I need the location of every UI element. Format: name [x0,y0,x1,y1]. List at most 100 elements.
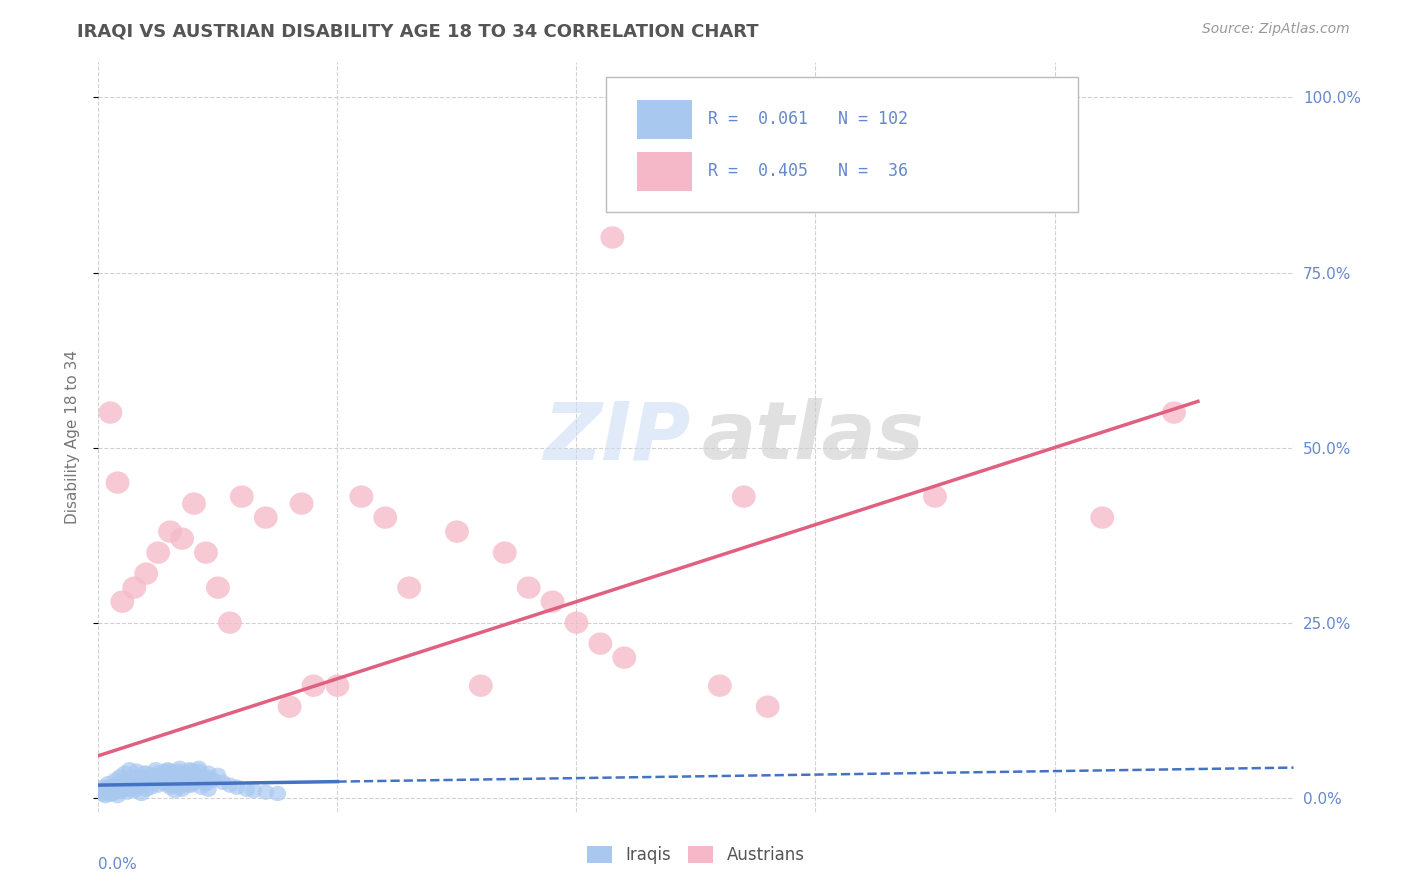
Ellipse shape [374,507,398,529]
Ellipse shape [155,771,172,787]
Ellipse shape [152,768,169,783]
Legend: Iraqis, Austrians: Iraqis, Austrians [581,839,811,871]
Ellipse shape [103,787,118,802]
Ellipse shape [172,780,188,795]
Ellipse shape [270,786,285,801]
Ellipse shape [190,772,207,788]
Ellipse shape [214,774,231,790]
Ellipse shape [111,769,128,784]
Ellipse shape [922,485,948,508]
Ellipse shape [190,761,207,776]
Ellipse shape [229,780,246,795]
Ellipse shape [118,784,135,800]
Ellipse shape [1091,507,1115,529]
Ellipse shape [131,772,148,788]
Ellipse shape [104,786,121,801]
Ellipse shape [118,781,135,797]
Ellipse shape [150,765,166,780]
Ellipse shape [110,788,127,804]
Ellipse shape [222,778,238,793]
Ellipse shape [600,227,624,249]
Ellipse shape [176,768,193,783]
Ellipse shape [107,772,124,788]
Ellipse shape [94,787,111,802]
Ellipse shape [135,563,159,585]
Ellipse shape [398,576,422,599]
Ellipse shape [183,763,200,778]
Ellipse shape [141,769,157,784]
Ellipse shape [127,780,142,795]
Ellipse shape [111,780,128,795]
Ellipse shape [181,762,198,778]
Y-axis label: Disability Age 18 to 34: Disability Age 18 to 34 [65,350,80,524]
Ellipse shape [209,768,226,783]
Ellipse shape [124,778,141,793]
Ellipse shape [141,775,157,790]
FancyBboxPatch shape [637,153,692,191]
Ellipse shape [159,772,176,788]
Ellipse shape [195,771,212,786]
Ellipse shape [176,764,193,780]
Ellipse shape [105,471,129,494]
Ellipse shape [114,778,131,793]
Ellipse shape [565,611,589,634]
Ellipse shape [127,783,142,798]
Ellipse shape [166,765,183,780]
Text: Source: ZipAtlas.com: Source: ZipAtlas.com [1202,22,1350,37]
Ellipse shape [100,780,117,795]
Ellipse shape [134,774,150,790]
Ellipse shape [98,401,122,424]
Ellipse shape [141,769,157,784]
Ellipse shape [756,696,780,718]
Ellipse shape [194,541,218,564]
Ellipse shape [134,786,150,801]
Ellipse shape [517,576,541,599]
Ellipse shape [278,696,302,718]
Ellipse shape [179,765,195,780]
Ellipse shape [169,764,186,779]
Ellipse shape [118,772,135,788]
Ellipse shape [138,765,155,780]
Ellipse shape [218,611,242,634]
Ellipse shape [169,767,186,782]
Ellipse shape [100,776,117,791]
Ellipse shape [326,674,350,697]
Ellipse shape [613,647,637,669]
Text: 0.0%: 0.0% [98,856,138,871]
Ellipse shape [193,780,209,795]
Ellipse shape [183,492,207,515]
Ellipse shape [254,507,278,529]
Ellipse shape [155,774,172,790]
Ellipse shape [198,769,214,784]
Ellipse shape [104,781,121,797]
Ellipse shape [122,576,146,599]
Ellipse shape [148,762,165,778]
Ellipse shape [172,761,188,776]
Ellipse shape [145,768,162,783]
Ellipse shape [103,783,118,798]
Ellipse shape [131,772,148,788]
Ellipse shape [733,485,756,508]
Ellipse shape [111,591,135,613]
Ellipse shape [198,776,214,791]
Ellipse shape [157,776,174,791]
Ellipse shape [146,541,170,564]
Ellipse shape [183,778,200,793]
Ellipse shape [190,764,207,779]
Ellipse shape [121,776,138,791]
Ellipse shape [148,771,165,786]
Ellipse shape [589,632,613,655]
Ellipse shape [162,769,179,784]
Ellipse shape [205,772,222,788]
Ellipse shape [709,674,733,697]
Ellipse shape [142,780,159,795]
Ellipse shape [200,765,217,780]
Ellipse shape [152,771,169,786]
Ellipse shape [128,769,145,784]
Text: atlas: atlas [702,398,925,476]
Ellipse shape [540,591,565,613]
Ellipse shape [231,485,254,508]
Ellipse shape [257,784,274,800]
Ellipse shape [246,783,262,798]
Ellipse shape [446,520,470,543]
